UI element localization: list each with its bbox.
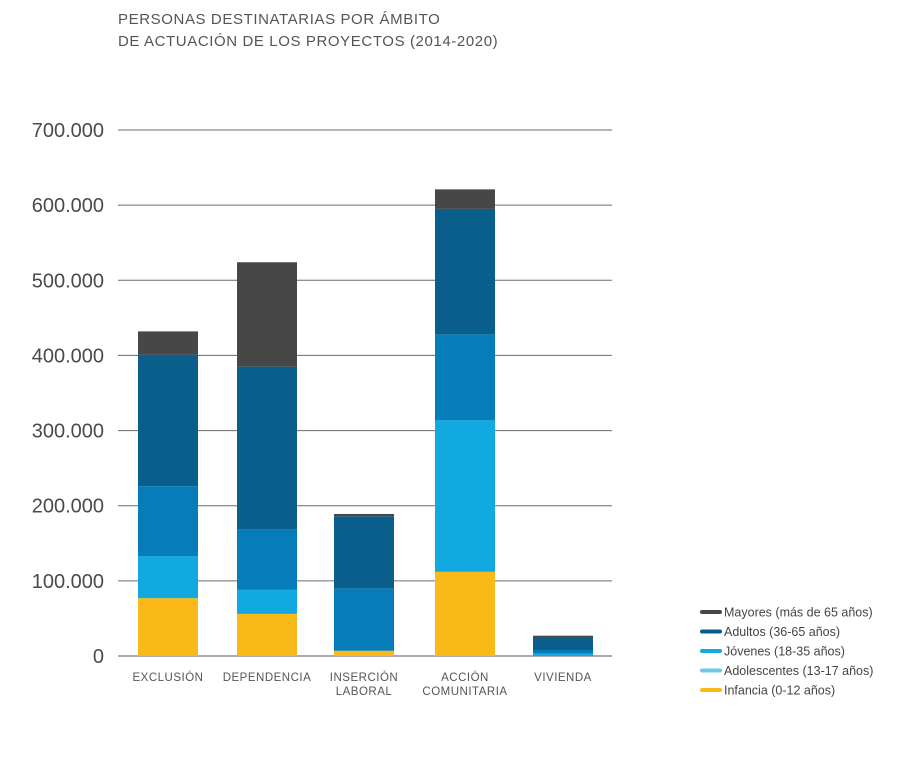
y-tick-label: 500.000	[32, 270, 104, 292]
chart-title: PERSONAS DESTINATARIAS POR ÁMBITO DE ACT…	[118, 11, 498, 50]
x-tick-label: INSERCIÓN	[330, 671, 398, 684]
bar-segment	[334, 588, 394, 651]
y-axis: 0 100.000 200.000 300.000 400.000 500.000 600.…	[32, 120, 104, 668]
bar-segment	[533, 649, 593, 654]
legend-label: Infancia (0-12 años)	[724, 684, 835, 698]
x-tick-label: DEPENDENCIA	[223, 672, 312, 684]
y-tick-label: 0	[93, 646, 104, 668]
bar-segment	[533, 635, 593, 638]
x-tick-label: EXCLUSIÓN	[133, 671, 204, 684]
legend-label: Mayores (más de 65 años)	[724, 606, 873, 620]
bar-segment	[237, 366, 297, 530]
y-tick-label: 700.000	[32, 120, 104, 142]
y-tick-label: 600.000	[32, 195, 104, 217]
bar-segment	[138, 331, 198, 355]
bar-segment	[237, 589, 297, 614]
y-tick-label: 300.000	[32, 421, 104, 443]
chart-title-line-2: DE ACTUACIÓN DE LOS PROYECTOS (2014-2020…	[118, 33, 498, 50]
x-tick-label: ACCIÓN	[441, 671, 489, 684]
bar-segment	[334, 513, 394, 517]
bar-segment	[533, 653, 593, 656]
x-tick-label: VIVIENDA	[534, 672, 592, 684]
x-tick-label: COMUNITARIA	[422, 686, 507, 698]
bar-segment	[138, 598, 198, 656]
bar-segment	[334, 516, 394, 589]
legend-label: Jóvenes (18-35 años)	[724, 645, 845, 659]
bar-segment	[435, 420, 495, 572]
bar-segment	[435, 571, 495, 656]
x-tick-label: LABORAL	[336, 686, 393, 698]
bar-segment	[435, 208, 495, 335]
legend: Mayores (más de 65 años) Adultos (36-65 a…	[700, 606, 873, 698]
bar-segment	[334, 650, 394, 656]
bars	[138, 189, 593, 656]
bar-segment	[237, 613, 297, 656]
bar-segment	[138, 486, 198, 557]
legend-label: Adultos (36-65 años)	[724, 625, 840, 639]
bar-segment	[435, 189, 495, 209]
y-tick-label: 100.000	[32, 571, 104, 593]
y-tick-label: 400.000	[32, 345, 104, 367]
gridlines	[118, 129, 612, 657]
bar-segment	[533, 637, 593, 650]
chart-title-line-1: PERSONAS DESTINATARIAS POR ÁMBITO	[118, 11, 440, 28]
bar-segment	[435, 334, 495, 421]
bar-segment	[138, 354, 198, 487]
bar-segment	[138, 556, 198, 599]
legend-label: Adolescentes (13-17 años)	[724, 664, 873, 678]
bar-segment	[237, 529, 297, 590]
y-tick-label: 200.000	[32, 496, 104, 518]
bar-segment	[237, 262, 297, 367]
x-axis: EXCLUSIÓN DEPENDENCIA INSERCIÓN LABORAL ACCI…	[133, 671, 592, 698]
